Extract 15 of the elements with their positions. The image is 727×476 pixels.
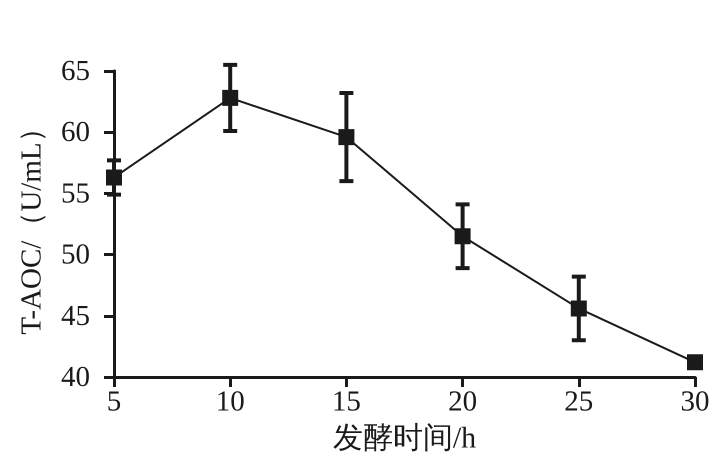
y-tick-label: 50 bbox=[61, 238, 90, 271]
x-tick-label: 15 bbox=[332, 386, 361, 418]
y-tick-label: 65 bbox=[61, 55, 90, 87]
x-tick-label: 25 bbox=[564, 386, 594, 418]
y-tick-label: 60 bbox=[61, 116, 90, 148]
x-tick-label: 30 bbox=[680, 386, 710, 418]
x-tick-label: 20 bbox=[448, 386, 478, 418]
x-axis-title: 发酵时间/h bbox=[332, 422, 476, 454]
x-tick-label: 5 bbox=[106, 386, 122, 418]
point bbox=[687, 354, 703, 370]
y-tick-label: 40 bbox=[61, 361, 90, 393]
y-tick-label: 55 bbox=[61, 177, 90, 210]
y-axis-title: T-AOC/（U/mL） bbox=[16, 113, 48, 335]
y-tick-label: 45 bbox=[61, 300, 90, 332]
x-tick-label: 10 bbox=[216, 386, 245, 418]
